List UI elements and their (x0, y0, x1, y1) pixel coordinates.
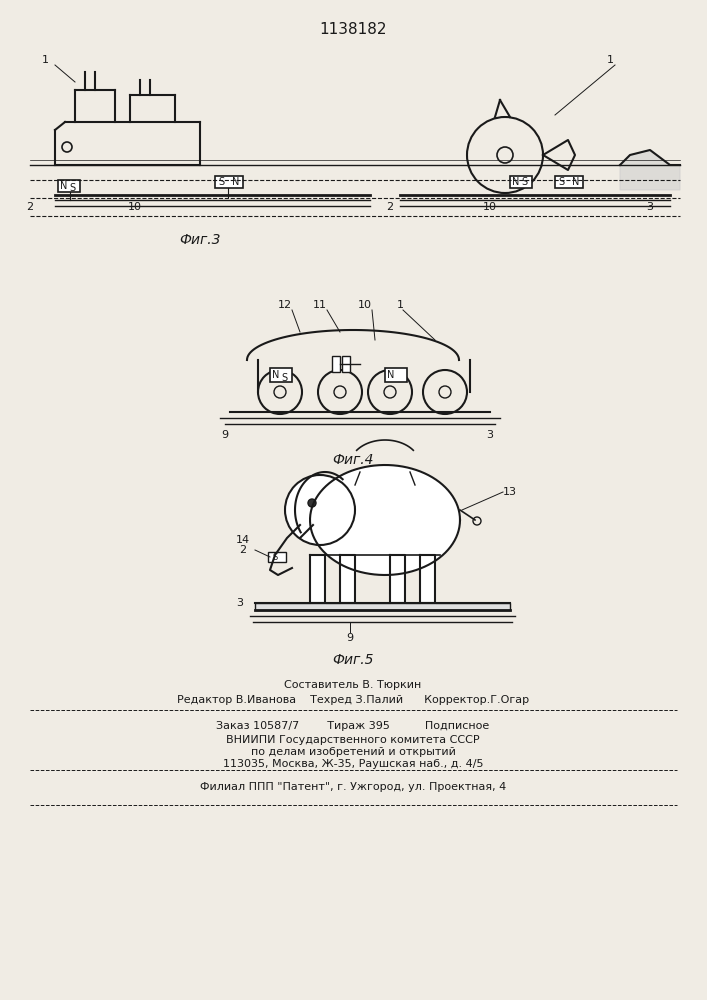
Bar (555, 176, 583, 188)
Polygon shape (340, 555, 355, 603)
Text: Редактор В.Иванова    Техред З.Палий      Корректор.Г.Огар: Редактор В.Иванова Техред З.Палий Коррек… (177, 695, 529, 705)
Text: N: N (513, 177, 520, 187)
Text: Заказ 10587/7        Тираж 395          Подписное: Заказ 10587/7 Тираж 395 Подписное (216, 721, 490, 731)
Text: Составитель В. Тюркин: Составитель В. Тюркин (284, 680, 421, 690)
Bar (215, 176, 243, 188)
Bar (255, 603, 510, 610)
Circle shape (285, 475, 355, 545)
Text: 113035, Москва, Ж-35, Раушская наб., д. 4/5: 113035, Москва, Ж-35, Раушская наб., д. … (223, 759, 484, 769)
Text: 1: 1 (42, 55, 49, 65)
Bar (342, 356, 350, 372)
Text: 1: 1 (607, 55, 614, 65)
Text: S: S (272, 552, 278, 562)
Text: 3: 3 (237, 598, 243, 608)
Text: 13: 13 (503, 487, 517, 497)
Text: 1: 1 (397, 300, 404, 310)
Circle shape (308, 499, 316, 507)
Text: Фиг.4: Фиг.4 (332, 453, 374, 467)
Text: 10: 10 (483, 202, 497, 212)
Text: S: S (521, 177, 527, 187)
Text: ВНИИПИ Государственного комитета СССР: ВНИИПИ Государственного комитета СССР (226, 735, 480, 745)
Text: S: S (218, 177, 224, 187)
Bar (385, 368, 407, 382)
Text: 1138182: 1138182 (320, 22, 387, 37)
Text: 9: 9 (221, 430, 228, 440)
Bar (510, 176, 532, 188)
Polygon shape (390, 555, 405, 603)
Bar (268, 552, 286, 562)
Text: 11: 11 (313, 300, 327, 310)
Text: 2: 2 (26, 202, 33, 212)
Text: N: N (60, 181, 68, 191)
Polygon shape (620, 150, 680, 190)
Bar (332, 356, 340, 372)
Text: 9: 9 (346, 633, 354, 643)
Text: 2: 2 (240, 545, 247, 555)
Text: 12: 12 (278, 300, 292, 310)
Text: 3: 3 (646, 202, 653, 212)
Bar (58, 180, 80, 192)
Text: N: N (233, 177, 240, 187)
Text: S: S (69, 183, 75, 193)
Text: N: N (387, 370, 395, 380)
Text: N: N (572, 177, 580, 187)
Text: S: S (281, 373, 287, 383)
Text: Фиг.5: Фиг.5 (332, 653, 374, 667)
Polygon shape (310, 465, 460, 575)
Text: 2: 2 (387, 202, 394, 212)
Text: Фиг.3: Фиг.3 (180, 233, 221, 247)
Text: 10: 10 (128, 202, 142, 212)
Text: 10: 10 (358, 300, 372, 310)
Text: 14: 14 (236, 535, 250, 545)
Bar (270, 368, 292, 382)
Text: Филиал ППП "Патент", г. Ужгород, ул. Проектная, 4: Филиал ППП "Патент", г. Ужгород, ул. Про… (200, 782, 506, 792)
Text: по делам изобретений и открытий: по делам изобретений и открытий (250, 747, 455, 757)
Text: 3: 3 (486, 430, 493, 440)
Text: S: S (558, 177, 564, 187)
Polygon shape (310, 555, 325, 603)
Text: N: N (272, 370, 280, 380)
Polygon shape (420, 555, 435, 603)
